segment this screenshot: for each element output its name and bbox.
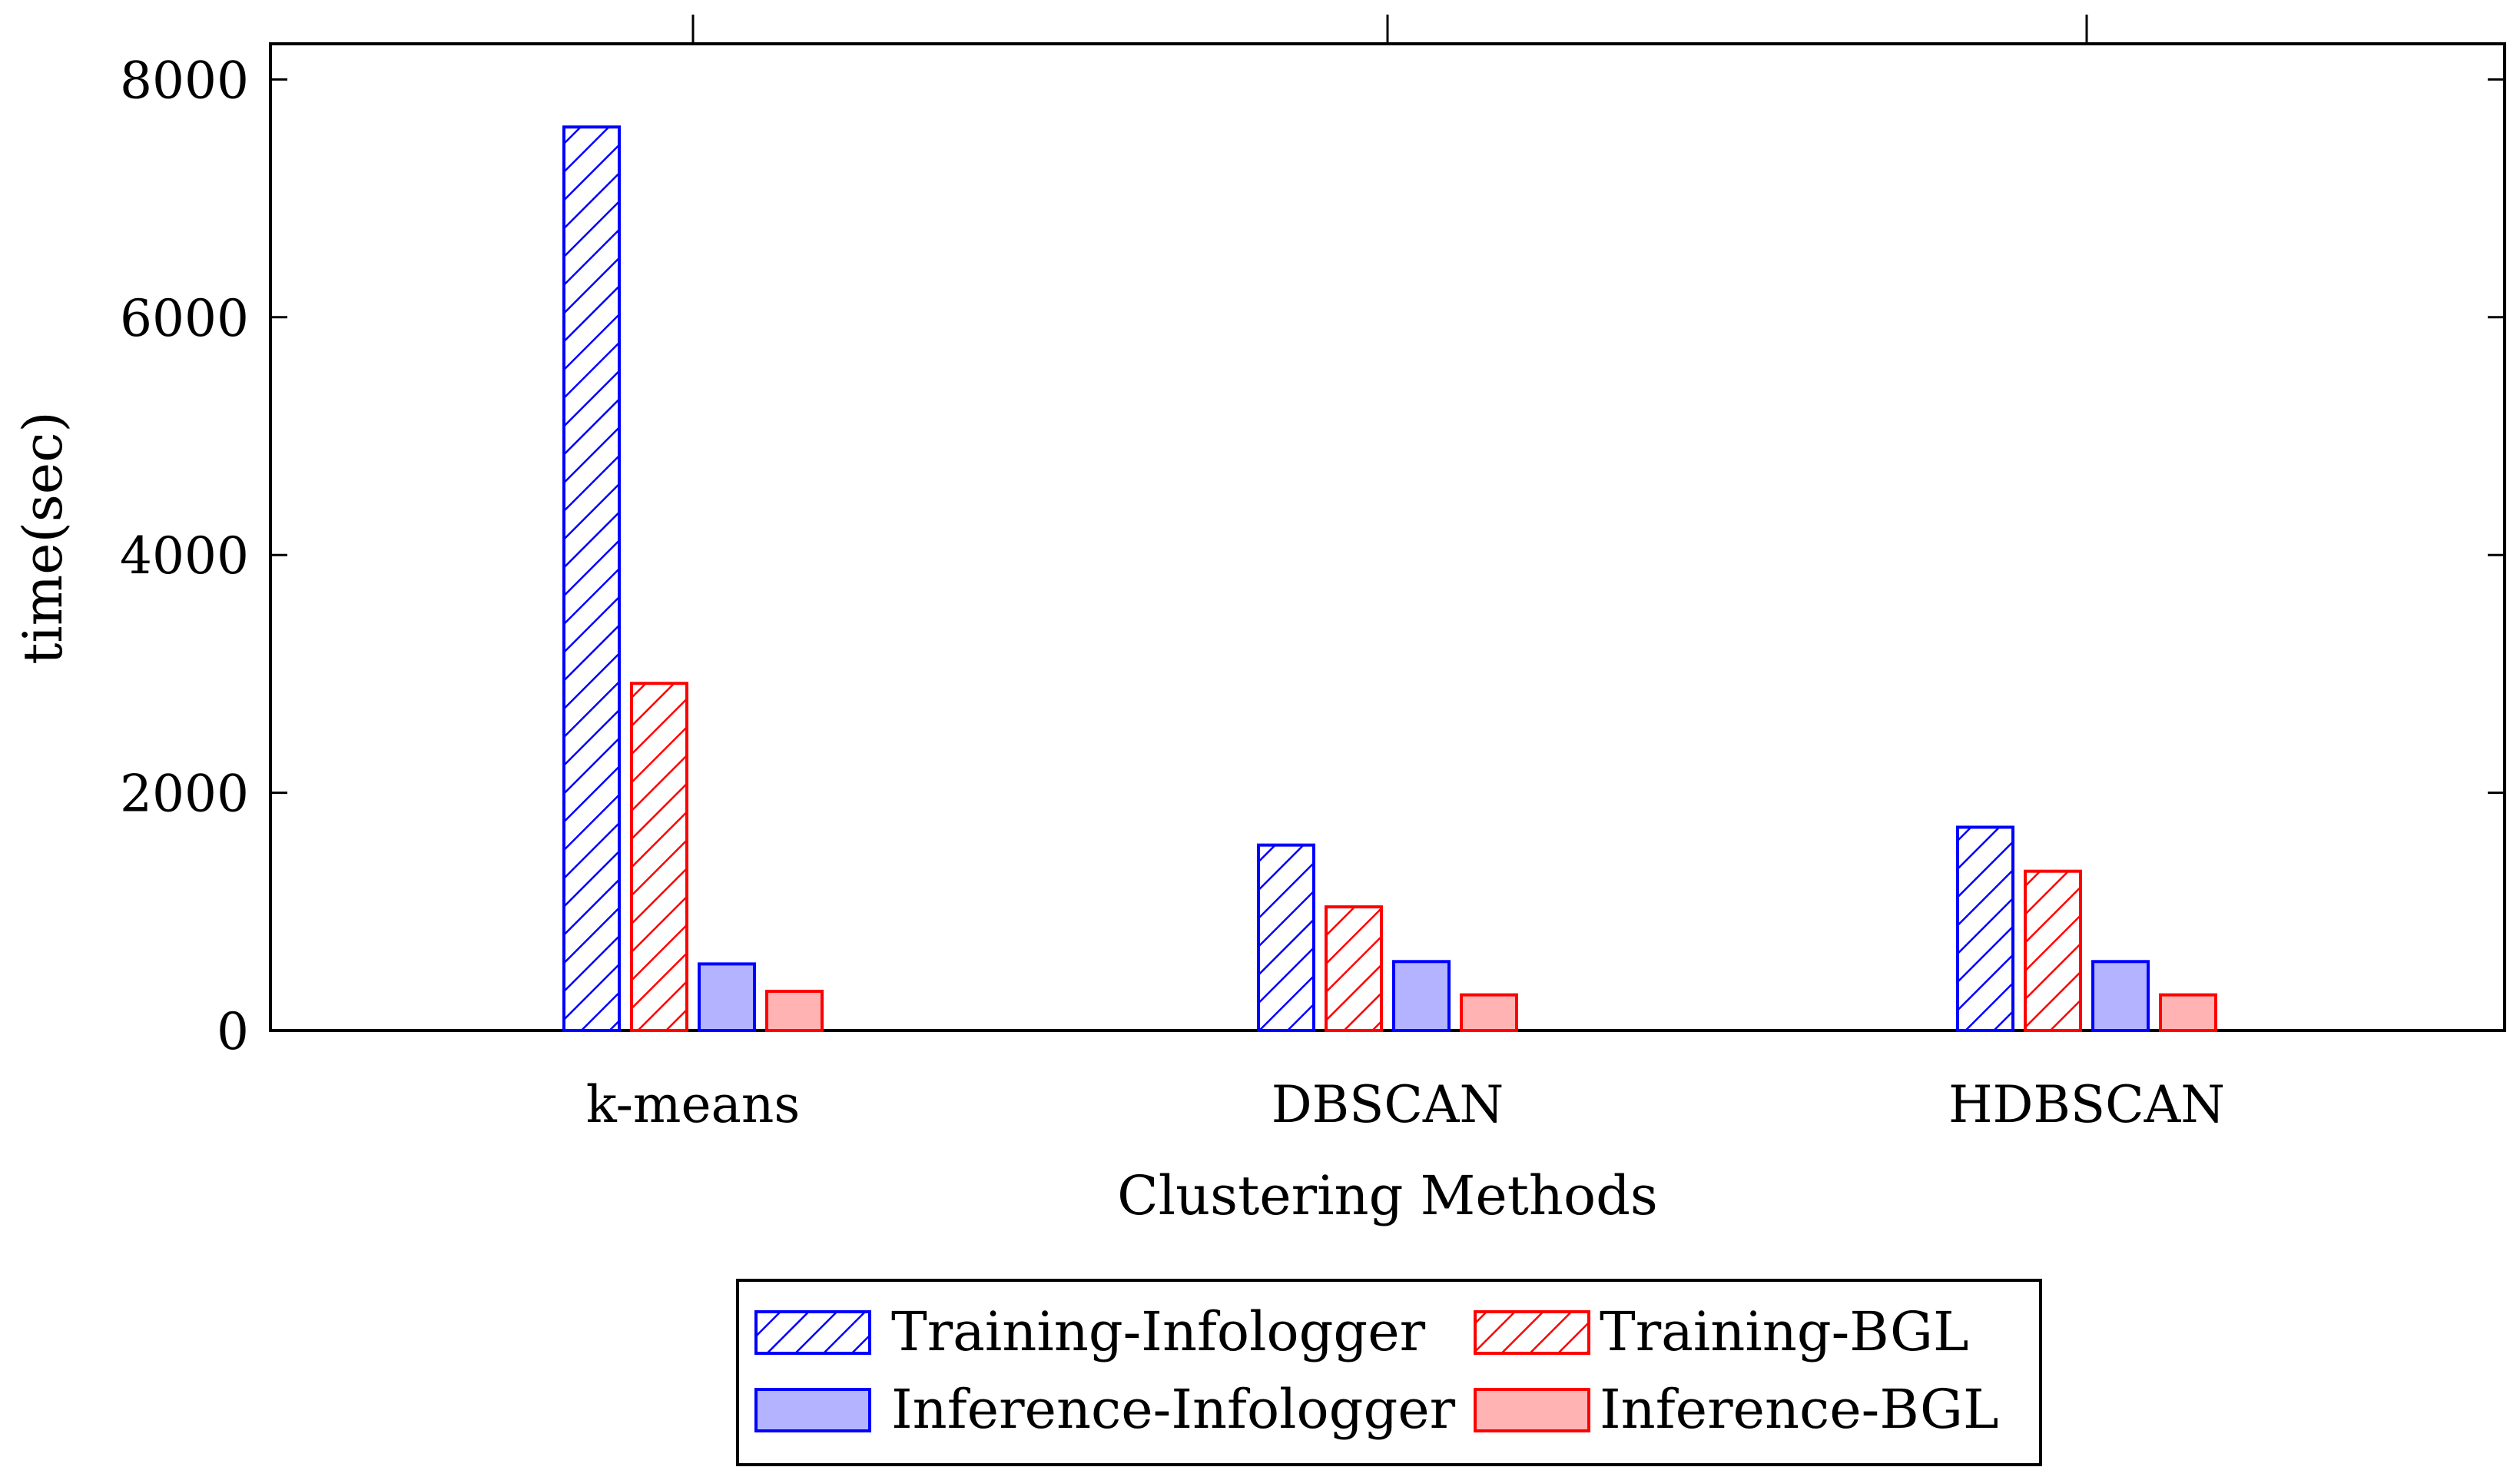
y-tick-label: 6000 [120, 289, 249, 348]
x-tick-label: HDBSCAN [1948, 1075, 2225, 1134]
bars [562, 125, 2217, 1033]
y-axis-label: time(sec) [12, 411, 75, 665]
legend-label: Inference-BGL [1600, 1378, 1998, 1441]
y-axis: 0 2000 4000 6000 8000 [120, 51, 2505, 1061]
legend: Training-Infologger Training-BGL Inference… [736, 1279, 2042, 1466]
x-axis-label: Clustering Methods [1117, 1164, 1658, 1227]
bar-training-bgl-hdbscan [2024, 869, 2082, 1032]
x-tick-label: k-means [586, 1075, 801, 1134]
bar-inference-bgl-k-means [765, 989, 824, 1032]
legend-label: Training-Infologger [891, 1300, 1426, 1363]
legend-label: Training-BGL [1600, 1300, 1968, 1363]
bar-inference-infologger-hdbscan [2091, 960, 2150, 1032]
bar-inference-bgl-dbscan [1460, 993, 1518, 1032]
bar-inference-infologger-dbscan [1392, 960, 1451, 1032]
x-tick-label: DBSCAN [1272, 1075, 1504, 1134]
bar-training-infologger-hdbscan [1956, 825, 2014, 1033]
bar-inference-infologger-k-means [698, 962, 756, 1032]
legend-swatch-inference-infologger [754, 1388, 871, 1432]
bar-training-infologger-k-means [562, 125, 621, 1032]
bar-inference-bgl-hdbscan [2159, 993, 2217, 1032]
legend-swatch-training-infologger [754, 1310, 871, 1355]
legend-label: Inference-Infologger [891, 1378, 1456, 1441]
y-tick-label: 4000 [120, 526, 249, 586]
legend-swatch-training-bgl [1474, 1310, 1590, 1355]
bar-training-bgl-k-means [630, 682, 688, 1033]
y-tick-label: 8000 [120, 51, 249, 110]
legend-swatch-inference-bgl [1474, 1388, 1590, 1432]
bar-training-infologger-dbscan [1257, 843, 1315, 1033]
bar-training-bgl-dbscan [1325, 905, 1383, 1033]
y-tick-label: 0 [217, 1002, 249, 1061]
y-tick-label: 2000 [120, 765, 249, 824]
x-axis: k-means DBSCAN HDBSCAN [586, 15, 2225, 1134]
legend-box [736, 1279, 2042, 1466]
